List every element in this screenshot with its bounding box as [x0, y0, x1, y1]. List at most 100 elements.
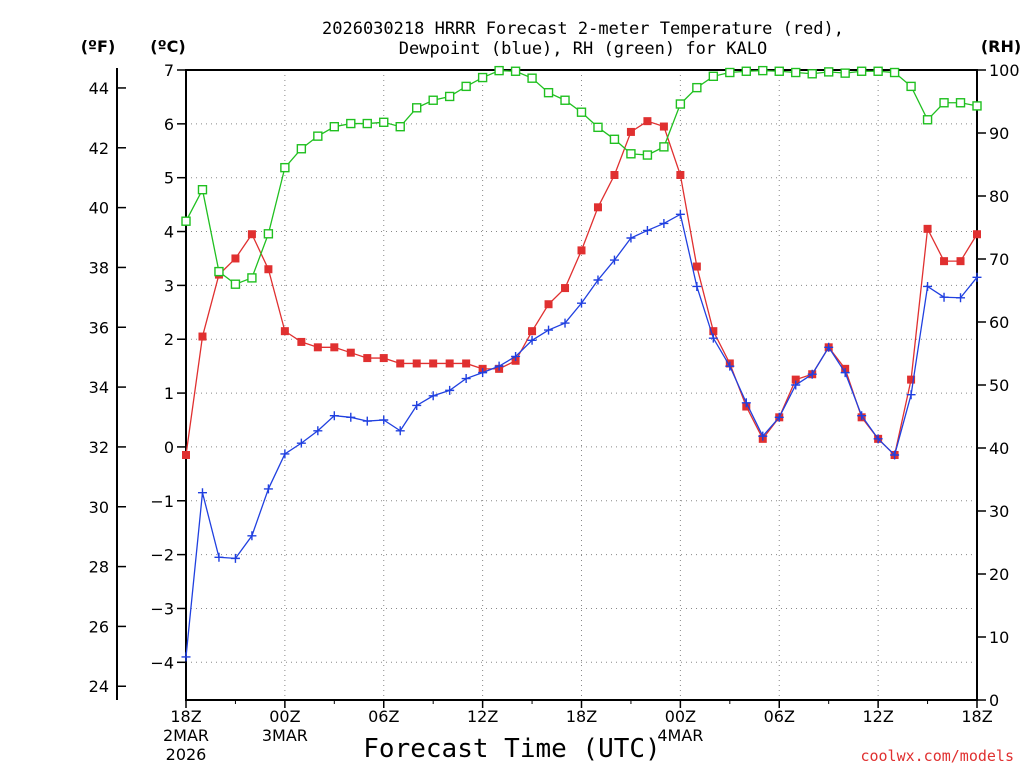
temperature-point [264, 265, 273, 274]
rh-tick-label: 100 [989, 61, 1020, 80]
dewpoint-point [197, 488, 207, 498]
rh-point [774, 66, 784, 76]
rh-point [626, 149, 636, 159]
dewpoint-point [741, 398, 751, 408]
temperature-point [973, 230, 981, 239]
rh-point [280, 162, 290, 173]
temperature-point [940, 257, 949, 266]
temperature-point [610, 171, 619, 179]
rh-point [296, 144, 307, 154]
rh-tick-label: 20 [989, 565, 1009, 584]
credit-text: coolwx.com/models [860, 747, 1014, 765]
rh-point [510, 66, 521, 76]
temperature-point [280, 327, 289, 336]
rh-tick-label: 0 [989, 691, 999, 710]
fahrenheit-axis-label: (ºF) [81, 37, 116, 56]
rh-point [642, 150, 653, 160]
rh-point [181, 216, 191, 226]
fahrenheit-tick-label: 24 [89, 677, 109, 696]
temperature-point [462, 359, 471, 368]
rh-tick-label: 30 [989, 502, 1009, 521]
rh-point [692, 82, 702, 93]
rh-point [313, 131, 323, 141]
dewpoint-point [626, 233, 636, 243]
dewpoint-point [956, 293, 966, 303]
chart-title-line1: 2026030218 HRRR Forecast 2-meter Tempera… [322, 19, 844, 39]
series-temperature [182, 117, 981, 459]
temperature-point [676, 171, 685, 179]
rh-point [494, 65, 504, 76]
dewpoint-point [445, 385, 455, 395]
rh-point [247, 273, 257, 283]
fahrenheit-tick-label: 30 [89, 498, 109, 517]
rh-point [675, 99, 686, 109]
dewpoint-point [840, 368, 850, 378]
dewpoint-point [906, 390, 916, 400]
chart-title-line2: Dewpoint (blue), RH (green) for KALO [399, 39, 767, 59]
rh-point [412, 103, 422, 113]
temperature-point [412, 359, 421, 368]
dewpoint-point [923, 281, 933, 291]
temperature-point [577, 246, 586, 255]
rh-point [461, 81, 471, 92]
grid-lines [186, 70, 977, 700]
dewpoint-point [412, 400, 422, 410]
celsius-tick-label: −4 [150, 653, 174, 672]
rh-point [922, 115, 933, 125]
x-tick-date: 2MAR [163, 726, 209, 745]
x-tick-date: 4MAR [657, 726, 703, 745]
rh-point [758, 65, 768, 76]
dewpoint-point [560, 318, 570, 328]
dewpoint-point [659, 218, 669, 228]
dewpoint-point [972, 272, 982, 282]
dewpoint-point [280, 449, 290, 459]
x-tick-label: 18Z [566, 707, 597, 726]
rh-point [346, 118, 356, 129]
temperature-point [198, 332, 207, 341]
dewpoint-point [181, 652, 191, 662]
fahrenheit-tick-label: 36 [89, 318, 109, 337]
dewpoint-point [329, 411, 339, 421]
rh-point [362, 118, 372, 129]
rh-point [856, 66, 867, 76]
dewpoint-point [527, 335, 537, 345]
temperature-point [363, 354, 372, 363]
rh-point [379, 117, 389, 127]
celsius-tick-label: −1 [150, 492, 174, 511]
temperature-point [692, 262, 701, 271]
dewpoint-point [214, 552, 224, 562]
rh-tick-label: 80 [989, 187, 1009, 206]
fahrenheit-tick-label: 38 [89, 258, 109, 277]
dewpoint-point [395, 426, 405, 436]
x-tick-label: 18Z [961, 707, 992, 726]
rh-point [609, 134, 620, 145]
dewpoint-point [379, 415, 389, 425]
rh-point [477, 72, 488, 83]
data-series [181, 65, 982, 662]
dewpoint-point [346, 412, 356, 422]
celsius-axis-label: (ºC) [150, 37, 185, 56]
series-line [185, 120, 978, 457]
rh-tick-label: 50 [989, 376, 1009, 395]
temperature-point [593, 203, 602, 212]
temperature-point [709, 327, 718, 336]
fahrenheit-tick-label: 28 [89, 558, 109, 577]
celsius-tick-label: 2 [164, 330, 174, 349]
dewpoint-point [461, 374, 471, 384]
temperature-point [626, 127, 635, 136]
dewpoint-point [692, 281, 702, 291]
dewpoint-point [939, 292, 949, 302]
dewpoint-point [758, 431, 768, 441]
dewpoint-point [593, 275, 603, 285]
series-dewpoint [181, 209, 982, 662]
temperature-point [907, 375, 916, 384]
rh-point [791, 67, 801, 78]
rh-point [889, 67, 900, 78]
temperature-point [379, 354, 388, 363]
rh-point [329, 121, 340, 132]
dewpoint-point [511, 351, 521, 361]
temperature-point [247, 230, 256, 239]
fahrenheit-tick-label: 40 [89, 199, 109, 218]
rh-point [823, 67, 834, 77]
